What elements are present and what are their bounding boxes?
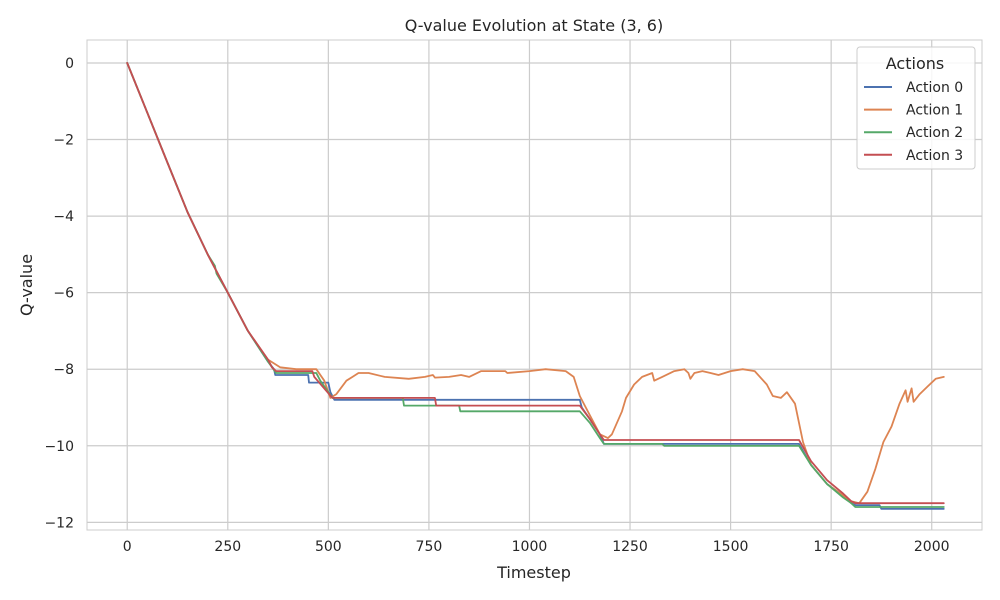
y-tick-label: −2 xyxy=(53,133,74,149)
plot-background xyxy=(86,39,983,531)
legend-label: Action 0 xyxy=(906,80,963,96)
legend-label: Action 1 xyxy=(906,103,963,119)
legend-label: Action 3 xyxy=(906,148,963,164)
legend-entries: Action 0 Action 1 Action 2 Action 3 xyxy=(864,80,963,164)
x-tick-label: 1750 xyxy=(813,539,849,555)
legend: Actions Action 0 Action 1 Action 2 Action 3 xyxy=(856,46,976,170)
legend-label: Action 2 xyxy=(906,125,963,141)
legend-box xyxy=(856,46,976,170)
y-tick-label: −8 xyxy=(53,362,74,378)
x-tick-label: 0 xyxy=(123,539,132,555)
y-tick-label: −10 xyxy=(44,439,74,455)
y-tick-label: −12 xyxy=(44,515,74,531)
x-tick-label: 2000 xyxy=(914,539,950,555)
y-tick-label: −6 xyxy=(53,286,74,302)
y-tick-label: −4 xyxy=(53,209,74,225)
chart-title: Q-value Evolution at State (3, 6) xyxy=(405,16,663,35)
y-axis-title: Q-value xyxy=(17,254,36,316)
y-tick-labels: 0 −2 −4 −6 −8 −10 −12 xyxy=(44,56,74,531)
series-line-action-3 xyxy=(126,62,945,505)
grid-lines xyxy=(87,40,982,530)
x-tick-labels: 0 250 500 750 1000 1250 1500 1750 2000 xyxy=(123,539,950,555)
x-tick-label: 250 xyxy=(214,539,241,555)
x-axis-title: Timestep xyxy=(496,563,571,582)
x-tick-label: 750 xyxy=(416,539,443,555)
x-tick-label: 500 xyxy=(315,539,342,555)
x-tick-label: 1250 xyxy=(612,539,648,555)
x-tick-label: 1000 xyxy=(512,539,548,555)
y-tick-label: 0 xyxy=(65,56,74,72)
legend-title: Actions xyxy=(886,54,944,73)
x-tick-label: 1500 xyxy=(713,539,749,555)
series-layer xyxy=(126,62,945,510)
